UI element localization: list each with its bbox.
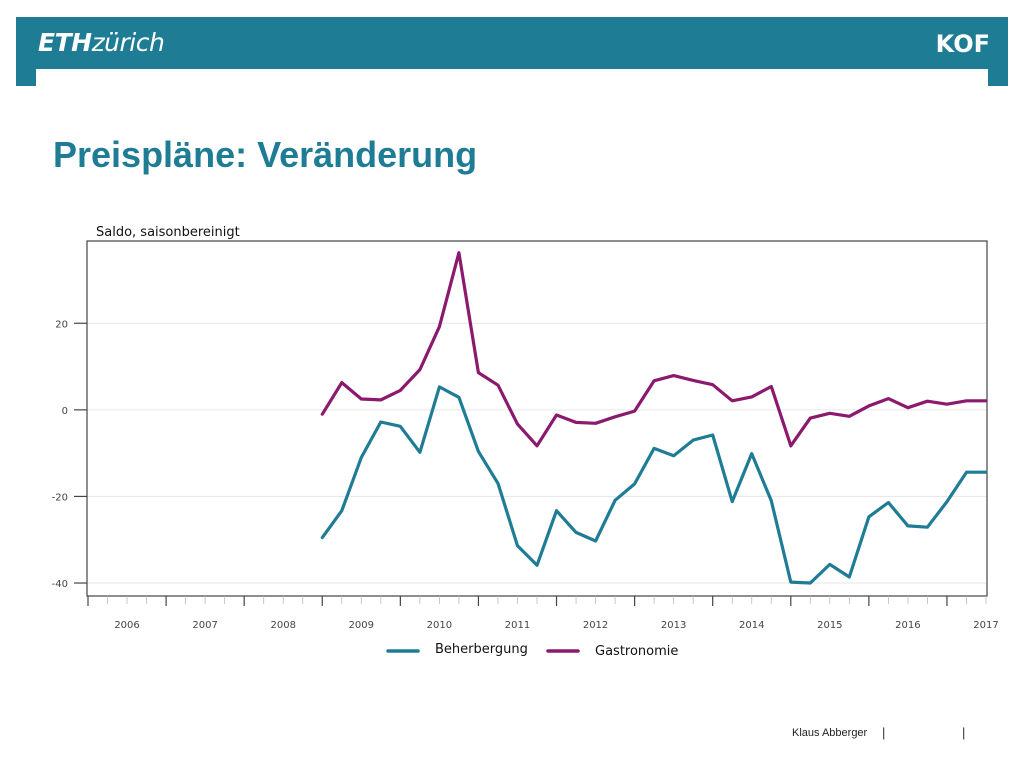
y-tick-label: -20 — [52, 492, 68, 503]
logo-eth-thin: zürich — [91, 28, 165, 57]
series-lines — [320, 251, 988, 585]
series-line-beherbergung — [320, 385, 988, 585]
y-tick-label: 20 — [55, 319, 68, 330]
header-accent-right — [988, 69, 1008, 86]
x-tick-label: 2010 — [427, 620, 452, 631]
y-tick-label: -40 — [52, 579, 68, 590]
x-tick-label: 2013 — [661, 620, 686, 631]
x-tick-label: 2017 — [973, 620, 998, 631]
legend: Beherbergung Gastronomie — [386, 642, 678, 659]
chart-ylabel: Saldo, saisonbereinigt — [96, 225, 240, 240]
footer-separator-2: | — [962, 725, 966, 740]
x-tick-label: 2008 — [270, 620, 295, 631]
footer-separator-1: | — [882, 725, 886, 740]
x-tick-label: 2006 — [114, 620, 139, 631]
y-tick-label: 0 — [62, 406, 68, 417]
legend-label-gastronomie: Gastronomie — [595, 644, 678, 659]
header-bar — [16, 17, 1008, 69]
x-tick-label: 2011 — [505, 620, 530, 631]
x-tick-label: 2014 — [739, 620, 764, 631]
header-accent-left — [16, 69, 36, 86]
plot-frame — [86, 240, 988, 597]
x-tick-label: 2012 — [583, 620, 608, 631]
legend-label-beherbergung: Beherbergung — [435, 642, 528, 657]
x-axis: 2006 2007 2008 2009 2010 2011 2012 2013 2014 2015… — [87, 596, 999, 631]
gridlines — [88, 322, 986, 584]
series-line-gastronomie — [320, 251, 988, 448]
y-axis: 20 0 -20 -40 — [52, 319, 87, 590]
logo-eth-bold: ETH — [38, 28, 92, 57]
footer-author: Klaus Abberger — [792, 727, 868, 739]
x-tick-label: 2009 — [349, 620, 374, 631]
kof-logo: KOF — [935, 30, 990, 58]
x-tick-label: 2007 — [192, 620, 217, 631]
x-tick-label: 2015 — [817, 620, 842, 631]
eth-zurich-logo: ETHzürich — [38, 28, 165, 58]
slide-title: Preispläne: Veränderung — [53, 134, 478, 175]
x-tick-label: 2016 — [895, 620, 920, 631]
